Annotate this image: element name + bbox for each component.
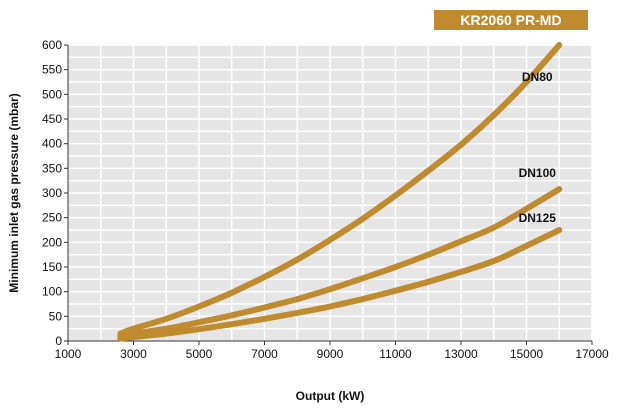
y-tick-label: 300 [42,186,62,200]
y-tick-label: 400 [42,137,62,151]
x-tick-label: 9000 [317,347,344,361]
series-label-dn125: DN125 [519,211,557,225]
x-tick-label: 17000 [575,347,609,361]
y-tick-label: 250 [42,211,62,225]
series-label-dn100: DN100 [519,166,557,180]
series-labels: DN80 DN100 DN125 [519,70,557,225]
y-tick-label: 0 [55,334,62,348]
y-tick-label: 600 [42,38,62,52]
series-group [117,42,563,342]
x-tick-label: 5000 [186,347,213,361]
title-badge [434,10,588,30]
y-tick-label: 450 [42,112,62,126]
series-line-dn125 [117,227,563,342]
x-tick-label: 13000 [444,347,478,361]
series-line-dn80 [117,42,563,337]
series-label-dn80: DN80 [522,70,553,84]
x-tick-label: 1000 [55,347,82,361]
y-tick-label: 550 [42,63,62,77]
x-tick-label: 7000 [251,347,278,361]
y-tick-label: 200 [42,235,62,249]
y-tick-label: 50 [49,309,63,323]
x-tick-label: 11000 [379,347,412,361]
y-tick-label: 350 [42,161,62,175]
x-axis-label: Output (kW) [296,389,365,403]
y-tick-label: 150 [42,260,62,274]
y-tick-label: 500 [42,87,62,101]
y-tick-label: 100 [42,285,62,299]
y-axis-label: Minimum inlet gas pressure (mbar) [7,93,21,292]
x-tick-label: 3000 [120,347,147,361]
chart-title: KR2060 PR-MD [460,12,561,28]
x-tick-label: 15000 [510,347,544,361]
series-line-dn100 [117,186,563,340]
ticks: 1000 3000 5000 7000 9000 11000 13000 15000 17000… [42,38,609,361]
